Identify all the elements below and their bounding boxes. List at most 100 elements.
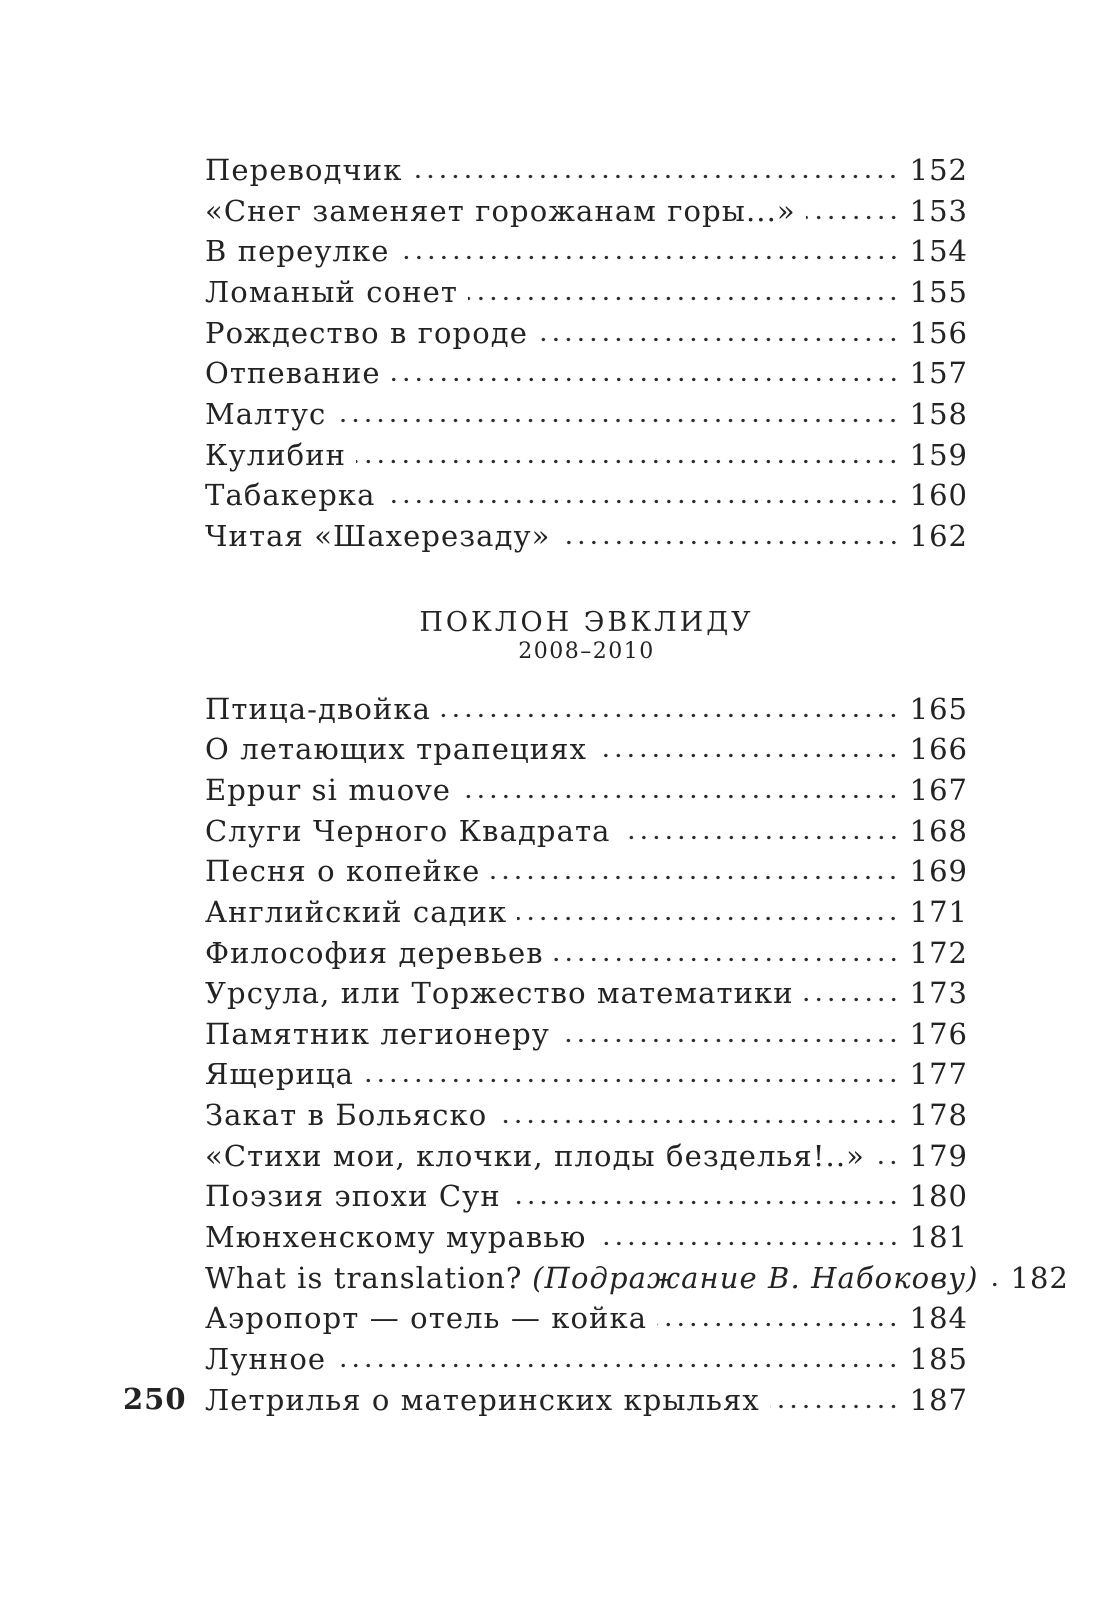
toc-entry-page-number: 167 <box>909 772 968 807</box>
dot-leader <box>597 750 902 760</box>
toc-entry: Английский садик 171 <box>205 892 968 933</box>
toc-entry: Отпевание 157 <box>205 353 968 394</box>
dot-leader <box>441 709 902 719</box>
toc-entry-page-number: 168 <box>909 813 968 848</box>
toc-entry: What is translation? (Подражание В. Набок… <box>205 1258 1068 1299</box>
toc-entry-title: Слуги Черного Квадрата <box>205 813 611 848</box>
toc-entry-page-number: 171 <box>909 894 968 929</box>
dot-leader <box>769 1400 902 1410</box>
toc-entry: Птица-двойка 165 <box>205 689 968 730</box>
toc-entry-page-number: 177 <box>909 1057 968 1092</box>
toc-entry: Малтус 158 <box>205 394 968 435</box>
toc-entry: Философия деревьев 172 <box>205 933 968 974</box>
toc-entry: Рождество в городе 156 <box>205 313 968 354</box>
toc-entry: «Снег заменяет горожанам горы...» 153 <box>205 191 968 232</box>
dot-leader <box>490 872 902 882</box>
dot-leader <box>497 1116 902 1126</box>
dot-leader <box>385 496 902 506</box>
toc-entry-title: «Стихи мои, клочки, плоды безделья!..» <box>205 1138 866 1173</box>
dot-leader <box>538 333 902 343</box>
toc-entry-page-number: 176 <box>909 1016 968 1051</box>
toc-entry: В переулке 154 <box>205 231 968 272</box>
toc-entry-page-number: 158 <box>909 396 968 431</box>
toc-entry-page-number: 153 <box>909 193 968 228</box>
toc-entry-title: Рождество в городе <box>205 315 528 350</box>
toc-entry-page-number: 184 <box>909 1301 968 1336</box>
toc-entry-page-number: 160 <box>909 478 968 513</box>
toc-section-untitled: Переводчик 152 «Снег заменяет горожанам … <box>205 150 968 557</box>
toc-entry-title: Отпевание <box>205 356 381 391</box>
toc-entry-title: Кулибин <box>205 437 347 472</box>
toc-entry-page-number: 173 <box>909 976 968 1011</box>
toc-entry-title: Песня о копейке <box>205 854 481 889</box>
toc-entry-title-italic: (Подражание В. Набокову) <box>532 1260 979 1295</box>
toc-entry: Переводчик 152 <box>205 150 968 191</box>
toc-entry: Лунное 185 <box>205 1339 968 1380</box>
toc-entry-title: Ящерица <box>205 1057 355 1092</box>
toc-entry-page-number: 159 <box>909 437 968 472</box>
dot-leader <box>336 1360 902 1370</box>
toc-entry-title: Табакерка <box>205 478 376 513</box>
toc-entry: Слуги Черного Квадрата 168 <box>205 811 968 852</box>
toc-entry-title: Летрилья о материнских крыльях <box>205 1382 760 1417</box>
toc-entry: Поэзия эпохи Сун 180 <box>205 1176 968 1217</box>
toc-entry-page-number: 162 <box>909 518 968 553</box>
toc-entry-page-number: 169 <box>909 854 968 889</box>
dot-leader <box>412 171 902 180</box>
dot-leader <box>620 831 902 841</box>
dot-leader <box>596 1238 902 1248</box>
toc-entry-page-number: 187 <box>909 1382 968 1417</box>
toc-entry: Ящерица 177 <box>205 1054 968 1095</box>
toc-entry-title: Eppur si muove <box>205 772 452 807</box>
toc-entry-title: Читая «Шахерезаду» <box>205 518 551 553</box>
toc-entry-page-number: 182 <box>1010 1260 1069 1295</box>
section-heading-years: 2008–2010 <box>518 638 655 664</box>
toc-entry: Читая «Шахерезаду» 162 <box>205 516 968 557</box>
toc-entry-title: Лунное <box>205 1342 327 1377</box>
dot-leader <box>510 1197 902 1207</box>
toc-entry-title: Аэропорт — отель — койка <box>205 1301 648 1336</box>
dot-leader <box>875 1156 902 1166</box>
toc-entry: Песня о копейке 169 <box>205 851 968 892</box>
toc-entry-title: «Снег заменяет горожанам горы...» <box>205 193 796 228</box>
toc-entry-page-number: 179 <box>909 1138 968 1173</box>
toc-entry-title: Английский садик <box>205 894 508 929</box>
page-folio-number: 250 <box>123 1382 187 1416</box>
section-heading: ПОКЛОН ЭВКЛИДУ 2008–2010 <box>205 607 968 665</box>
toc-entry-page-number: 165 <box>909 691 968 726</box>
toc-entry-page-number: 166 <box>909 732 968 767</box>
dot-leader <box>364 1075 902 1085</box>
toc-entry-page-number: 156 <box>909 315 968 350</box>
toc-entry-title: Птица-двойка <box>205 691 431 726</box>
toc-entry-title: Философия деревьев <box>205 935 544 970</box>
toc-entry: Аэропорт — отель — койка 184 <box>205 1298 968 1339</box>
toc-section-poklon-evklidu: Птица-двойка 165 О летающих трапециях 16… <box>205 689 1068 1421</box>
toc-entry-page-number: 178 <box>909 1098 968 1133</box>
toc-entry-page-number: 180 <box>909 1179 968 1214</box>
toc-entry: Мюнхенскому муравью 181 <box>205 1217 968 1258</box>
dot-leader <box>461 790 902 800</box>
toc-entry-page-number: 152 <box>909 153 968 187</box>
toc-entry: Eppur si muove 167 <box>205 770 968 811</box>
dot-leader <box>803 994 902 1004</box>
toc-entry-page-number: 172 <box>909 935 968 970</box>
dot-leader <box>356 455 902 465</box>
dot-leader <box>553 953 902 963</box>
toc-entry: Памятник легионеру 176 <box>205 1014 968 1055</box>
toc-entry: Кулибин 159 <box>205 435 968 476</box>
section-heading-title: ПОКЛОН ЭВКЛИДУ <box>419 606 754 638</box>
dot-leader <box>657 1319 902 1329</box>
toc-entry-title: Мюнхенскому муравью <box>205 1220 587 1255</box>
toc-entry-title: Поэзия эпохи Сун <box>205 1179 501 1214</box>
toc-entry-title: Закат в Больяско <box>205 1098 488 1133</box>
toc-entry: О летающих трапециях 166 <box>205 729 968 770</box>
dot-leader <box>559 1034 902 1044</box>
toc-entry-title: О летающих трапециях <box>205 732 588 767</box>
toc-entry: Закат в Больяско 178 <box>205 1095 968 1136</box>
table-of-contents: Переводчик 152 «Снег заменяет горожанам … <box>205 150 1068 1421</box>
dot-leader <box>805 211 902 221</box>
toc-entry-page-number: 155 <box>909 274 968 309</box>
dot-leader <box>336 414 902 424</box>
dot-leader <box>399 252 902 262</box>
